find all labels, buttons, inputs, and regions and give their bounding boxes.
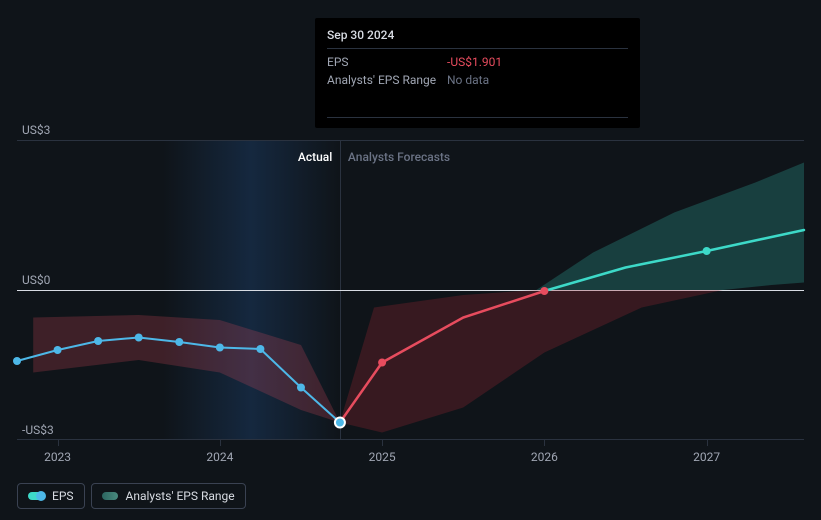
legend-item-eps[interactable]: EPS [17,483,85,509]
tooltip-label: Analysts' EPS Range [327,73,447,87]
x-tick [58,440,59,446]
legend: EPS Analysts' EPS Range [17,483,246,509]
x-axis-label: 2025 [369,450,396,464]
tooltip-row: Analysts' EPS Range No data [327,71,628,89]
x-axis-label: 2024 [206,450,233,464]
tooltip-date: Sep 30 2024 [327,28,628,49]
tooltip-value: -US$1.901 [447,55,502,69]
y-axis-label: -US$3 [22,423,54,437]
x-tick [544,440,545,446]
legend-label: EPS [52,489,74,503]
x-tick [220,440,221,446]
legend-swatch-eps-icon [28,492,44,500]
tooltip-divider [327,117,628,118]
legend-swatch-range-icon [102,492,118,500]
eps-chart: Actual Analysts Forecasts US$3 US$0 -US$… [17,0,804,520]
chart-tooltip: Sep 30 2024 EPS -US$1.901 Analysts' EPS … [315,18,640,128]
x-tick [382,440,383,446]
x-axis-label: 2023 [44,450,71,464]
y-axis-label: US$0 [22,273,50,287]
legend-item-range[interactable]: Analysts' EPS Range [91,483,246,509]
x-axis: 2023 2024 2025 2026 2027 [17,440,804,470]
legend-label: Analysts' EPS Range [126,489,235,503]
tooltip-value: No data [447,73,489,87]
y-axis-label: US$3 [22,123,50,137]
x-axis-label: 2026 [531,450,558,464]
x-tick [707,440,708,446]
tooltip-row: EPS -US$1.901 [327,53,628,71]
tooltip-label: EPS [327,55,447,69]
chart-svg [17,140,804,440]
x-axis-label: 2027 [693,450,720,464]
